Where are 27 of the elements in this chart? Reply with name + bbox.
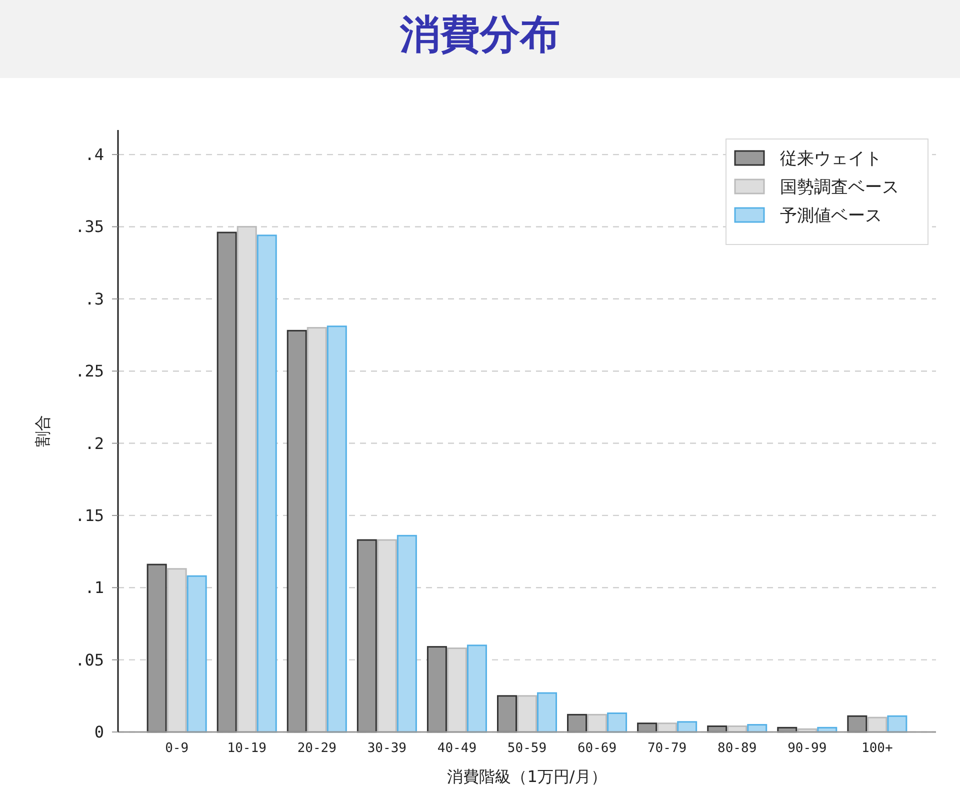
x-tick-label: 30-39 <box>367 741 406 756</box>
y-tick-label: .4 <box>84 145 104 164</box>
y-tick-label: .35 <box>75 217 104 236</box>
x-tick-label: 50-59 <box>507 741 547 756</box>
x-tick-label: 100+ <box>862 741 893 756</box>
y-tick-label: .15 <box>75 506 104 525</box>
x-axis-title: 消費階級（1万円/月） <box>447 767 607 786</box>
x-tick-label: 20-29 <box>297 741 336 756</box>
x-tick-label: 40-49 <box>437 741 477 756</box>
y-tick-label: .3 <box>84 289 104 308</box>
y-tick-label: .1 <box>84 578 104 598</box>
y-tick-label: .05 <box>75 650 104 670</box>
legend-label: 従来ウェイト <box>780 149 882 169</box>
x-tick-label: 60-69 <box>577 741 617 756</box>
x-tick-label: 80-89 <box>718 741 757 756</box>
x-tick-label: 70-79 <box>648 741 687 756</box>
x-tick-label: 0-9 <box>165 741 189 756</box>
legend-label: 国勢調査ベース <box>780 178 899 198</box>
y-tick-label: .2 <box>84 434 104 453</box>
chart-title: 消費分布 <box>399 12 560 58</box>
y-tick-label: 0 <box>94 722 104 742</box>
x-tick-label: 90-99 <box>788 741 827 756</box>
legend-label: 予測値ベース <box>780 206 882 226</box>
title: 消費分布 <box>0 0 960 78</box>
x-tick-label: 10-19 <box>227 741 266 756</box>
y-axis-title: 割合 <box>33 415 52 447</box>
y-tick-label: .25 <box>75 362 104 381</box>
